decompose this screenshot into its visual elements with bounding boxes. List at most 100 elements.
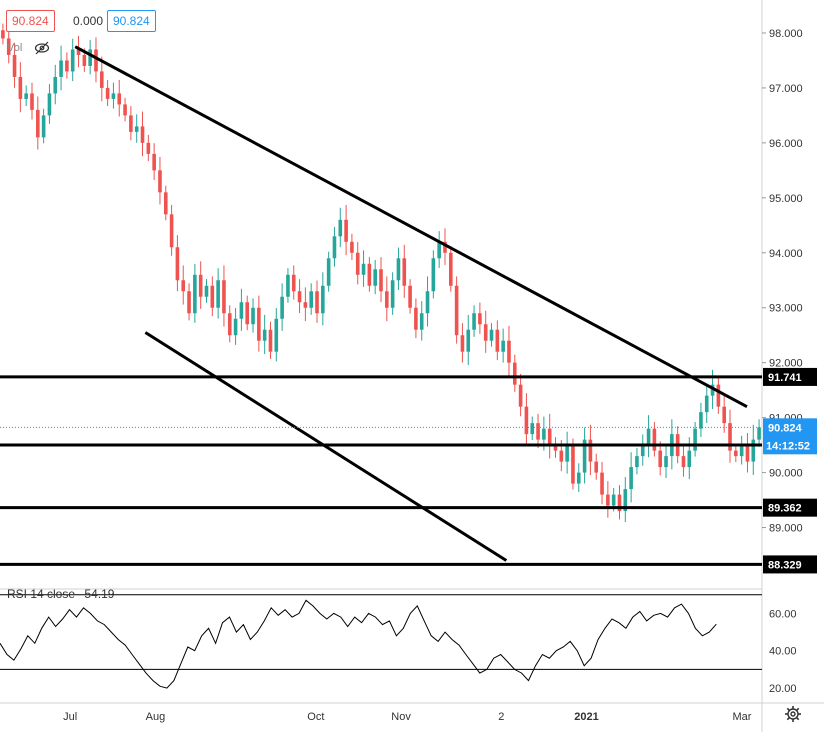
candle-body: [36, 109, 40, 138]
candle-body: [751, 439, 756, 462]
candle-body: [227, 313, 232, 336]
price-tick-label: 94.000: [769, 248, 803, 260]
candle-body: [681, 456, 686, 468]
candle-body: [419, 313, 424, 330]
candle-body: [414, 307, 418, 330]
candle-body: [588, 439, 593, 462]
candles: [1, 23, 761, 522]
level-label: 91.741: [768, 372, 802, 384]
candle-body: [274, 318, 279, 352]
candle-body: [41, 115, 46, 138]
candle-body: [239, 302, 244, 319]
eye-slash-icon[interactable]: [34, 41, 50, 55]
candle-body: [355, 252, 360, 275]
candle-body: [210, 285, 215, 308]
candle-body: [693, 428, 697, 451]
candle-body: [361, 263, 366, 275]
candle-body: [257, 307, 261, 341]
candle-body: [448, 252, 453, 286]
candle-body: [245, 302, 250, 325]
candle-body: [507, 340, 511, 363]
candle-body: [146, 142, 151, 154]
candle-body: [65, 60, 69, 72]
candle-body: [193, 274, 197, 314]
candle-body: [716, 384, 721, 407]
gear-icon[interactable]: [784, 705, 802, 723]
candle-body: [687, 450, 692, 468]
candle-body: [158, 170, 162, 193]
trend-line: [74, 45, 748, 408]
candle-body: [542, 428, 546, 440]
candle-body: [321, 285, 325, 314]
candle-body: [757, 427, 761, 440]
candle-body: [443, 241, 447, 253]
candle-body: [181, 280, 186, 292]
level-label-bg: [763, 498, 817, 517]
candle-body: [629, 467, 633, 490]
price-tick-label: 93.000: [769, 303, 803, 315]
candle-body: [652, 428, 657, 451]
candle-body: [379, 269, 383, 292]
candle-body: [367, 263, 372, 286]
price-tick-label: 98.000: [769, 28, 803, 40]
candle-body: [169, 214, 174, 248]
candle-body: [262, 329, 267, 341]
candle-body: [152, 153, 156, 171]
candle-body: [722, 406, 726, 424]
level-label-bg: [763, 367, 817, 386]
candle-body: [30, 93, 34, 110]
candle-body: [117, 93, 122, 105]
candle-body: [123, 104, 127, 116]
countdown-label: 14:12:52: [766, 440, 810, 452]
candle-body: [454, 285, 459, 336]
candle-body: [94, 49, 98, 72]
candle-body: [286, 274, 290, 297]
candle-body: [6, 38, 11, 55]
candle-body: [745, 445, 750, 462]
candle-body: [478, 313, 482, 325]
rsi-line: [0, 599, 717, 689]
candle-body: [315, 291, 319, 314]
rsi-value: 54.19: [84, 587, 115, 601]
candle-body: [233, 318, 238, 336]
legend-close-value: 90.824: [6, 10, 55, 32]
candle-body: [646, 428, 651, 446]
candle-body: [553, 445, 558, 451]
candle-body: [396, 258, 401, 281]
candle-body: [408, 285, 412, 308]
price-tick-label: 92.000: [769, 358, 803, 370]
candle-body: [571, 445, 575, 484]
candle-body: [623, 489, 628, 512]
candle-body: [582, 439, 587, 473]
candle-body: [460, 335, 465, 352]
candle-body: [617, 494, 622, 512]
legend-volume-value: 0.000: [68, 11, 109, 31]
level-label: 89.362: [768, 503, 802, 515]
candle-body: [530, 423, 535, 435]
candle-body: [710, 384, 715, 396]
candle-body: [12, 54, 17, 77]
candle-body: [739, 445, 744, 457]
candle-body: [18, 76, 23, 99]
time-axis-label: Nov: [391, 711, 411, 723]
candle-body: [635, 456, 639, 468]
candle-body: [344, 219, 348, 242]
candle-body: [82, 54, 87, 66]
candle-body: [303, 302, 308, 308]
legend-last-value: 90.824: [107, 10, 156, 32]
trend-line: [144, 331, 508, 562]
candle-body: [268, 329, 273, 352]
candle-body: [76, 49, 81, 55]
candle-body: [611, 494, 616, 506]
candle-body: [198, 274, 203, 297]
volume-label: Vol: [7, 42, 23, 54]
candle-body: [501, 340, 505, 352]
candle-body: [565, 445, 569, 462]
candle-body: [728, 423, 732, 451]
candle-body: [350, 241, 354, 253]
candle-body: [291, 274, 296, 292]
candle-body: [402, 258, 407, 286]
time-axis-label: Oct: [307, 711, 324, 723]
